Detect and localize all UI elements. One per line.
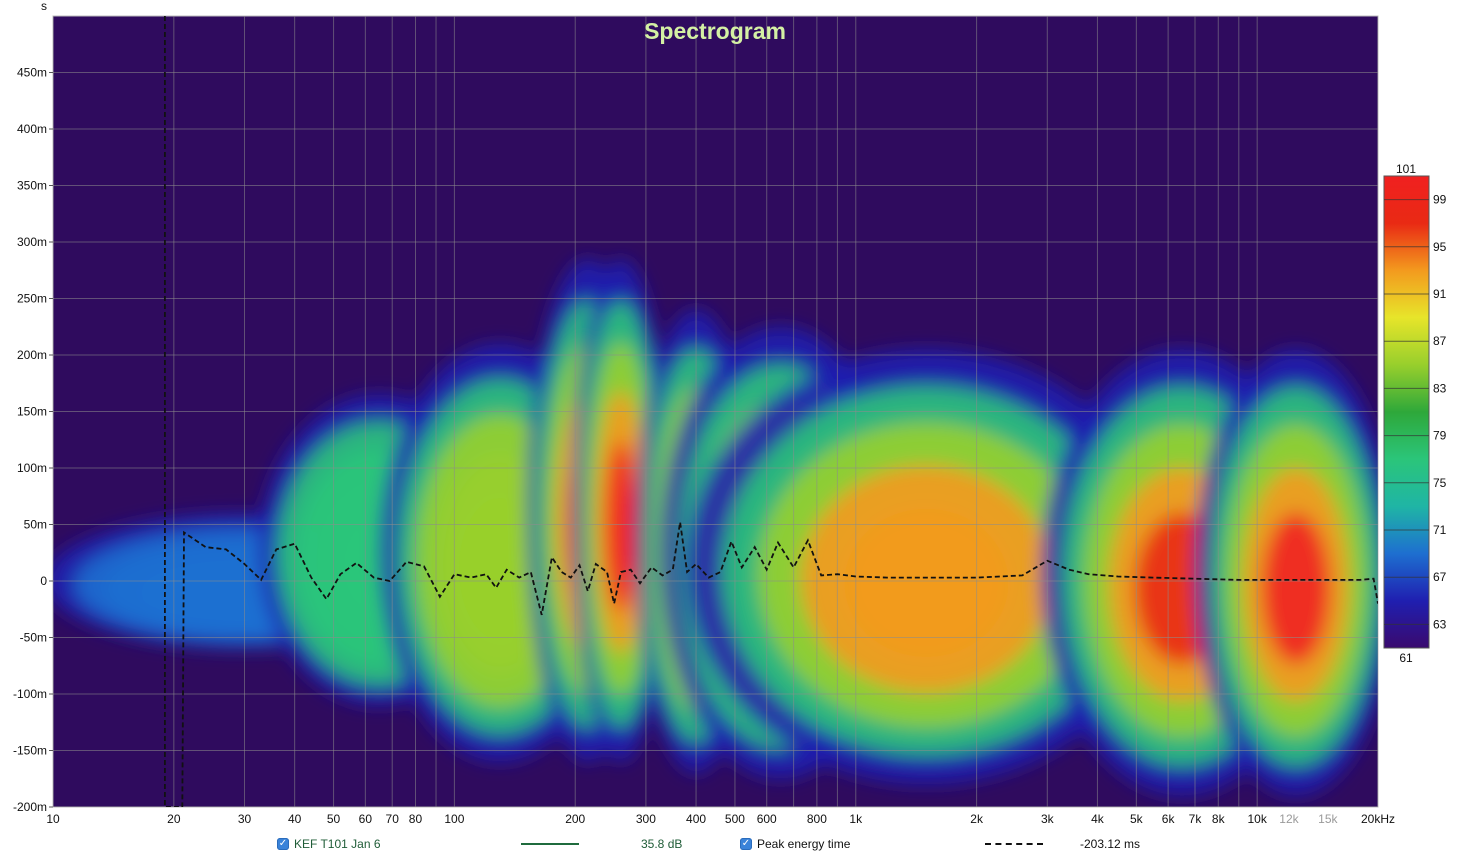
x-tick-label: 12k	[1279, 812, 1299, 826]
y-tick-label: 0	[40, 574, 47, 588]
peak-energy-checkbox[interactable]: ✓	[740, 838, 752, 850]
legend-measurement-value: 35.8 dB	[641, 835, 682, 853]
x-tick-label: 800	[807, 812, 827, 826]
legend-measurement-swatch	[521, 835, 579, 853]
y-tick-label: -150m	[13, 744, 47, 758]
x-tick-label: 50	[327, 812, 341, 826]
heat-blob	[844, 508, 1009, 657]
x-tick-label: 10	[46, 812, 60, 826]
y-tick-label: 400m	[17, 122, 47, 136]
y-tick-label: 200m	[17, 348, 47, 362]
x-tick-label: 7k	[1189, 812, 1203, 826]
measurement-label: KEF T101 Jan 6	[294, 837, 381, 851]
heat-blob	[1261, 512, 1331, 665]
color-scale-max-label: 101	[1396, 162, 1416, 176]
x-tick-label: 60	[359, 812, 373, 826]
x-tick-label: 40	[288, 812, 302, 826]
heat-blob	[604, 440, 638, 612]
x-tick-label: 3k	[1041, 812, 1055, 826]
y-tick-label: -100m	[13, 687, 47, 701]
x-tick-label: 2k	[970, 812, 984, 826]
measurement-value: 35.8 dB	[641, 837, 683, 851]
legend-measurement: ✓ KEF T101 Jan 6	[277, 835, 381, 853]
x-tick-label: 30	[238, 812, 252, 826]
x-tick-label: 600	[757, 812, 777, 826]
y-tick-label: 300m	[17, 235, 47, 249]
y-tick-label: 350m	[17, 179, 47, 193]
measurement-line-swatch	[521, 843, 579, 845]
color-scale-tick-label: 91	[1433, 287, 1447, 301]
x-tick-label: 300	[636, 812, 656, 826]
color-scale-tick-label: 67	[1433, 570, 1447, 584]
color-scale-tick-label: 75	[1433, 476, 1447, 490]
color-scale-tick-label: 99	[1433, 193, 1447, 207]
legend-peak-value: -203.12 ms	[1080, 835, 1140, 853]
color-scale-tick-label: 79	[1433, 429, 1447, 443]
y-tick-label: 100m	[17, 461, 47, 475]
color-scale-tick-label: 95	[1433, 240, 1447, 254]
x-tick-label: 1k	[849, 812, 863, 826]
legend-peak-swatch	[985, 835, 1043, 853]
x-tick-label: 70	[386, 812, 400, 826]
x-tick-label: 400	[686, 812, 706, 826]
series-layer	[164, 16, 1378, 807]
legend-peak: ✓ Peak energy time	[740, 835, 850, 853]
x-tick-label: 5k	[1130, 812, 1144, 826]
color-scale-min-label: 61	[1399, 651, 1413, 665]
x-tick-label: 80	[409, 812, 423, 826]
heat-blob	[459, 497, 542, 640]
y-tick-label: 150m	[17, 405, 47, 419]
x-tick-label: 8k	[1212, 812, 1226, 826]
measurement-checkbox[interactable]: ✓	[277, 838, 289, 850]
peak-energy-dash-swatch	[985, 843, 1043, 845]
y-tick-label: -50m	[20, 631, 47, 645]
color-scale-tick-label: 87	[1433, 334, 1447, 348]
peak-energy-value: -203.12 ms	[1080, 837, 1141, 851]
grid-lines	[53, 16, 1378, 807]
x-tick-label: 4k	[1091, 812, 1105, 826]
y-tick-label: 450m	[17, 66, 47, 80]
x-tick-label: 20	[167, 812, 181, 826]
color-scale-tick-label: 63	[1433, 617, 1447, 631]
y-axis-ticks: 450m 400m 350m 300m 250m 200m 150m 100m 50m 0 -50m…	[13, 66, 53, 814]
x-tick-label: 20kHz	[1361, 812, 1395, 826]
x-tick-label: 200	[565, 812, 585, 826]
x-tick-label: 10k	[1247, 812, 1267, 826]
color-scale-tick-label: 83	[1433, 381, 1447, 395]
x-tick-label: 100	[444, 812, 464, 826]
x-tick-label: 15k	[1318, 812, 1338, 826]
color-scale: 101 61 99 95 91 87 83 79 75 71 67 63	[1383, 162, 1447, 665]
x-tick-label: 6k	[1162, 812, 1176, 826]
chart-title: Spectrogram	[644, 18, 786, 44]
x-axis-ticks: 10 20 30 40 50 60 70 80 100 200 300 400 500 600 800 1k 2…	[46, 812, 1395, 826]
color-scale-bar	[1383, 175, 1430, 649]
peak-energy-label: Peak energy time	[757, 837, 851, 851]
x-tick-label: 500	[725, 812, 745, 826]
y-tick-label: 250m	[17, 292, 47, 306]
y-unit-label: s	[41, 0, 47, 13]
series-line-peak-energy-time	[164, 16, 1378, 807]
color-scale-tick-label: 71	[1433, 523, 1447, 537]
y-tick-label: 50m	[24, 518, 47, 532]
y-tick-label: -200m	[13, 800, 47, 814]
